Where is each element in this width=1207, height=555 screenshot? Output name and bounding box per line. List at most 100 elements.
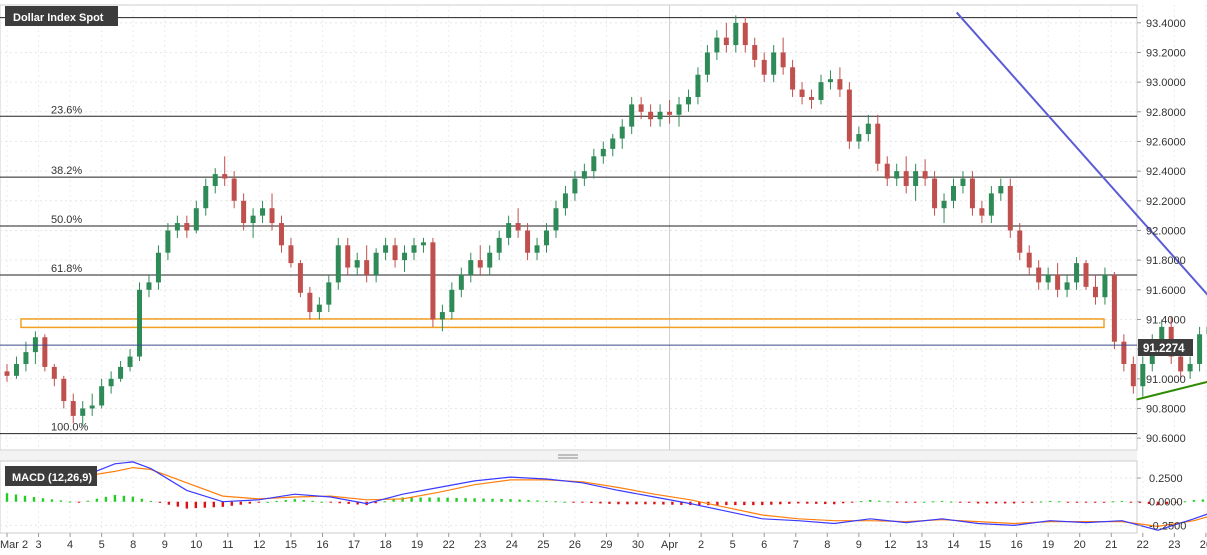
date-tick-label: 3 <box>35 539 41 551</box>
candle <box>1007 178 1013 238</box>
instrument-label: Dollar Index Spot <box>13 12 104 24</box>
macd-hist-bar <box>347 501 350 504</box>
macd-hist-bar <box>734 501 737 506</box>
macd-axis: -0.2500 0.0000 0.2500 <box>1137 473 1186 532</box>
candle <box>1187 356 1193 379</box>
macd-hist-bar <box>1165 501 1169 504</box>
candle <box>1197 326 1203 372</box>
macd-hist-bar <box>1129 501 1133 503</box>
candle <box>846 82 852 149</box>
macd-hist-bar <box>149 500 153 502</box>
candle <box>127 349 133 372</box>
macd-hist-bar <box>1066 501 1070 503</box>
macd-hist-bar <box>167 501 171 505</box>
candle <box>1083 260 1089 290</box>
candle <box>506 215 512 246</box>
macd-hist-bar <box>491 498 494 502</box>
candle <box>941 193 947 224</box>
macd-hist-bar <box>635 501 638 505</box>
date-tick-label: 23 <box>474 539 486 551</box>
candle <box>714 30 720 60</box>
candle <box>42 334 48 372</box>
candle <box>572 171 578 201</box>
macd-hist-bar <box>1003 501 1007 504</box>
macd-hist-bar <box>662 501 665 505</box>
candle <box>354 252 360 275</box>
candle <box>307 286 313 320</box>
macd-hist-bar <box>770 501 773 505</box>
macd-hist-bar <box>554 501 557 503</box>
candle <box>89 393 95 416</box>
candle <box>1064 274 1070 298</box>
macd-hist-bar <box>284 500 287 502</box>
candle <box>260 200 266 224</box>
candle <box>969 171 975 216</box>
candle <box>894 163 900 186</box>
macd-tick-label: 0.2500 <box>1149 473 1183 485</box>
macd-hist-bar <box>221 501 225 507</box>
macd-hist-bar <box>698 501 701 506</box>
candle <box>269 193 275 231</box>
macd-hist-bar <box>248 501 251 504</box>
candle <box>496 230 502 261</box>
candle <box>458 267 464 298</box>
macd-hist-bar <box>797 501 800 504</box>
macd-hist-bar <box>14 494 18 502</box>
instrument-label-box: Dollar Index Spot <box>5 6 118 26</box>
macd-hist-bar <box>994 501 998 504</box>
macd-hist-bar <box>671 501 674 505</box>
macd-hist-bar <box>958 501 962 503</box>
price-tick-label: 93.4000 <box>1146 18 1186 30</box>
candle <box>118 361 124 382</box>
macd-hist-bar <box>563 501 566 503</box>
candle <box>449 282 455 320</box>
candle <box>278 215 284 253</box>
macd-hist-bar <box>266 501 269 503</box>
candle <box>960 171 966 194</box>
macd-hist-bar <box>257 501 260 503</box>
panel-splitter[interactable] <box>0 451 1137 461</box>
macd-hist-bar <box>41 498 45 502</box>
candle <box>648 104 654 127</box>
macd-hist-bar <box>904 501 908 503</box>
macd-hist-bar <box>50 499 54 502</box>
fib-level-label: 61.8% <box>51 263 82 275</box>
date-tick-label: 5 <box>99 539 105 551</box>
macd-hist-bar <box>410 497 413 502</box>
macd-hist-bar <box>104 496 108 502</box>
macd-hist-bar <box>401 497 404 502</box>
macd-lines <box>6 461 1207 531</box>
date-tick-label: 15 <box>285 539 297 551</box>
macd-hist-bar <box>653 501 656 505</box>
candle <box>790 59 796 97</box>
candle <box>704 45 710 83</box>
macd-hist-bar <box>473 498 476 502</box>
candle <box>610 134 616 157</box>
candle <box>468 252 474 283</box>
candle <box>1055 263 1061 298</box>
macd-hist-bar <box>608 501 611 504</box>
candle <box>165 223 171 261</box>
candle <box>629 96 635 135</box>
macd-hist-bar <box>392 499 395 502</box>
candle <box>487 245 493 275</box>
price-tick-label: 92.4000 <box>1146 166 1186 178</box>
macd-hist-bar <box>617 501 620 505</box>
date-tick-label: 23 <box>1168 539 1180 551</box>
candle <box>1102 267 1108 305</box>
macd-hist-bar <box>194 501 198 509</box>
macd-hist-bar <box>985 501 989 504</box>
macd-hist-bar <box>77 501 81 503</box>
macd-hist-bar <box>1039 501 1043 503</box>
macd-hist-bar <box>752 501 755 506</box>
candle <box>723 22 729 53</box>
candle <box>988 185 994 224</box>
candle <box>411 237 417 261</box>
macd-hist-bar <box>311 500 314 502</box>
candle <box>297 260 303 298</box>
candle <box>288 237 294 268</box>
candle <box>1045 267 1051 290</box>
date-tick-label: 17 <box>348 539 360 551</box>
candle <box>146 274 152 298</box>
